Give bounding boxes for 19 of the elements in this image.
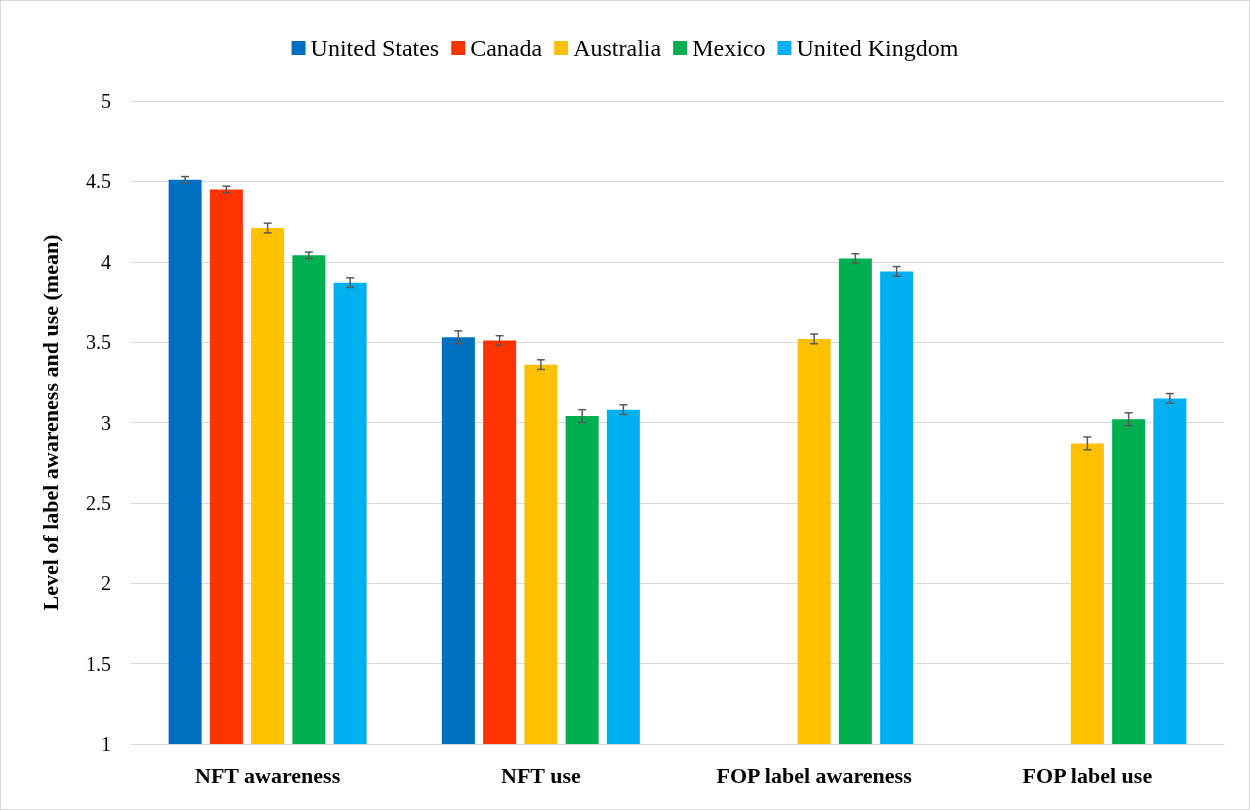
y-tick-label: 1 [101, 733, 111, 755]
y-tick-label: 5 [101, 90, 111, 112]
x-tick-label: FOP label awareness [716, 762, 913, 788]
y-tick-label: 3.5 [86, 331, 111, 354]
y-axis-title: Level of label awareness and use (mean) [37, 234, 63, 611]
legend-label: Australia [573, 35, 662, 61]
legend-label: United Kingdom [796, 35, 959, 61]
y-tick-label: 2 [101, 572, 111, 595]
y-tick-label: 1.5 [86, 652, 111, 675]
y-tick-label: 3 [101, 411, 111, 434]
x-tick-label: FOP label use [1022, 762, 1153, 788]
y-tick-label: 4.5 [86, 170, 111, 193]
legend-label: Canada [470, 35, 543, 61]
y-tick-label: 4 [101, 250, 111, 273]
legend-label: Mexico [692, 35, 766, 61]
legend-label: United States [310, 35, 440, 61]
x-tick-label: NFT use [501, 762, 581, 788]
y-tick-label: 2.5 [86, 491, 111, 514]
x-tick-label: NFT awareness [195, 762, 341, 788]
